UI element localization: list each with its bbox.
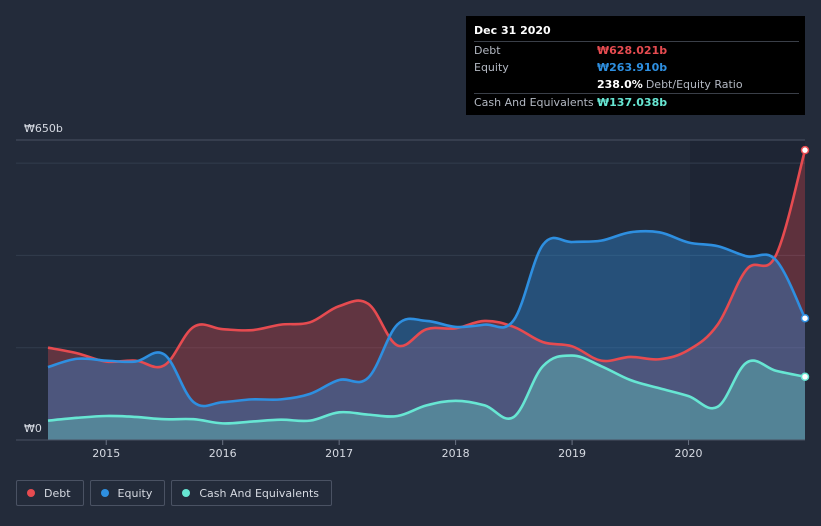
legend-cash-label: Cash And Equivalents [199, 486, 319, 500]
cash-line [47, 354, 806, 425]
legend-debt[interactable]: Debt [16, 480, 84, 506]
x-tick-label: 2015 [92, 447, 120, 460]
legend: Debt Equity Cash And Equivalents [16, 480, 332, 506]
y-max-label: ₩650b [24, 122, 63, 135]
tooltip-equity-value: ₩263.910b [597, 61, 668, 74]
tooltip-debt-label: Debt [474, 44, 501, 57]
equity-end-point [800, 313, 810, 323]
tooltip-cash-value: ₩137.038b [597, 96, 668, 109]
x-tick-label: 2019 [558, 447, 586, 460]
debt-line [47, 149, 807, 369]
x-tick-label: 2017 [325, 447, 353, 460]
tooltip-debt-value: ₩628.021b [597, 44, 668, 57]
legend-debt-label: Debt [44, 486, 71, 500]
x-tick-label: 2020 [675, 447, 703, 460]
debt-area [48, 150, 805, 440]
tooltip-cash-label: Cash And Equivalents [474, 96, 594, 109]
legend-equity-dot-icon [100, 489, 109, 497]
legend-debt-dot-icon [27, 489, 35, 497]
equity-area [48, 231, 805, 440]
cash-area [48, 355, 805, 440]
tooltip-ratio-row: 238.0% Debt/Equity Ratio [474, 76, 799, 93]
tooltip-ratio-value: 238.0% [597, 78, 643, 91]
legend-equity[interactable]: Equity [89, 480, 166, 506]
x-tick-label: 2018 [442, 447, 470, 460]
future-shade [690, 140, 805, 440]
legend-cash-dot-icon [182, 489, 191, 497]
cash-end-point [800, 372, 810, 382]
tooltip: Dec 31 2020 Debt ₩628.021b Equity ₩263.9… [466, 16, 805, 115]
tooltip-ratio-label: Debt/Equity Ratio [645, 78, 743, 91]
tooltip-date: Dec 31 2020 [474, 24, 551, 37]
equity-line [47, 229, 807, 408]
tooltip-equity-label: Equity [474, 61, 509, 74]
debt-end-point [800, 145, 810, 155]
tooltip-equity-row: Equity ₩263.910b [474, 59, 799, 76]
y-min-label: ₩0 [24, 422, 42, 435]
legend-equity-label: Equity [117, 486, 153, 500]
legend-cash[interactable]: Cash And Equivalents [171, 480, 332, 506]
tooltip-cash-row: Cash And Equivalents ₩137.038b [474, 93, 799, 111]
x-tick-label: 2016 [209, 447, 237, 460]
tooltip-debt-row: Debt ₩628.021b [474, 41, 799, 59]
